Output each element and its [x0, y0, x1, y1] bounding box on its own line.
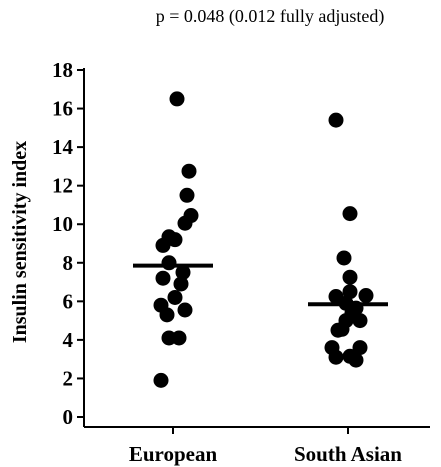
- y-axis-label: Insulin sensitivity index: [9, 141, 31, 343]
- x-categories: European South Asian: [129, 427, 402, 466]
- y-tick-label: 2: [63, 366, 74, 390]
- data-point: [173, 276, 189, 292]
- data-point: [171, 330, 187, 346]
- data-point: [342, 269, 358, 285]
- x-category-label: South Asian: [294, 442, 402, 466]
- data-point: [167, 289, 183, 305]
- y-tick-label: 16: [52, 97, 73, 121]
- data-point: [175, 264, 191, 280]
- y-ticks: 0 2 4 6 8 10 12 14 16 18: [52, 58, 84, 429]
- y-tick-label: 4: [63, 328, 74, 352]
- data-points: [153, 91, 374, 388]
- data-point: [352, 340, 368, 356]
- p-value-annotation: p = 0.048 (0.012 fully adjusted): [156, 6, 385, 27]
- data-point: [153, 372, 169, 388]
- data-point: [352, 313, 368, 329]
- data-point: [330, 322, 346, 338]
- data-point: [167, 232, 183, 248]
- data-point: [177, 215, 193, 231]
- data-point: [328, 349, 344, 365]
- data-point: [358, 288, 374, 304]
- data-point: [342, 206, 358, 222]
- y-tick-label: 14: [52, 135, 74, 159]
- y-tick-label: 8: [63, 251, 74, 275]
- mean-lines: [133, 263, 388, 307]
- data-point: [348, 352, 364, 368]
- data-point: [155, 270, 171, 286]
- data-point: [181, 163, 197, 179]
- data-point: [342, 284, 358, 300]
- data-point: [177, 302, 193, 318]
- data-point: [328, 112, 344, 128]
- y-tick-label: 0: [63, 405, 74, 429]
- data-point: [161, 255, 177, 271]
- y-tick-label: 18: [52, 58, 73, 82]
- x-category-label: European: [129, 442, 218, 466]
- y-tick-label: 10: [52, 212, 73, 236]
- data-point: [336, 250, 352, 266]
- y-tick-label: 12: [52, 174, 73, 198]
- data-point: [159, 307, 175, 323]
- axes: [83, 68, 430, 428]
- y-tick-label: 6: [63, 289, 74, 313]
- data-point: [169, 91, 185, 107]
- data-point: [155, 237, 171, 253]
- data-point: [179, 187, 195, 203]
